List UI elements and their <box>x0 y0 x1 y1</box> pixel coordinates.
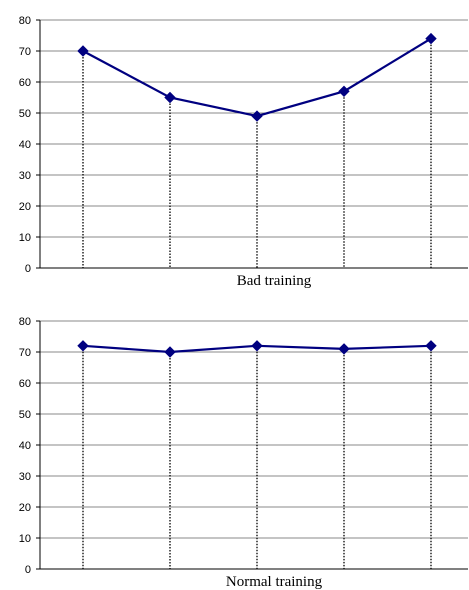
bad-training-y-tick-label: 80 <box>19 15 31 27</box>
normal-training-title: Normal training <box>226 574 323 590</box>
normal-training-data-point <box>251 340 263 352</box>
bad-training-series-line <box>82 37 432 118</box>
normal-training-data-point <box>425 340 437 352</box>
bad-training-y-tick-label: 20 <box>19 201 31 213</box>
normal-training-y-tick-label: 70 <box>19 347 31 359</box>
normal-training-y-tick-label: 20 <box>19 502 31 514</box>
bad-training-data-point <box>164 91 176 104</box>
normal-training-chart: 0 10 20 30 40 50 60 70 80 Normal training <box>19 316 468 590</box>
bad-training-chart: 0 10 20 30 40 50 60 70 80 Bad training <box>19 15 468 289</box>
normal-training-y-tick-label: 10 <box>19 533 31 545</box>
bad-training-y-tick-label: 10 <box>19 232 31 244</box>
bad-training-y-tick-label: 30 <box>19 170 31 182</box>
normal-training-y-tick-label: 60 <box>19 378 31 390</box>
bad-training-y-tick-label: 0 <box>25 263 31 275</box>
bad-training-data-point <box>338 85 350 98</box>
bad-training-y-tick-label: 70 <box>19 46 31 58</box>
normal-training-y-tick-label: 40 <box>19 440 31 452</box>
bad-training-y-tick-label: 50 <box>19 108 31 120</box>
normal-training-y-tick-label: 0 <box>25 564 31 576</box>
bad-training-title: Bad training <box>237 273 312 289</box>
normal-training-data-point <box>77 340 89 352</box>
normal-training-y-tick-label: 80 <box>19 316 31 328</box>
bad-training-data-point <box>77 45 89 57</box>
normal-training-y-tick-label: 50 <box>19 409 31 421</box>
bad-training-y-tick-label: 40 <box>19 139 31 151</box>
bad-training-y-tick-label: 60 <box>19 77 31 89</box>
bad-training-data-point <box>425 32 437 45</box>
normal-training-data-point <box>338 343 350 355</box>
normal-training-data-point <box>164 346 176 358</box>
bad-training-data-point <box>251 110 263 122</box>
normal-training-y-tick-label: 30 <box>19 471 31 483</box>
